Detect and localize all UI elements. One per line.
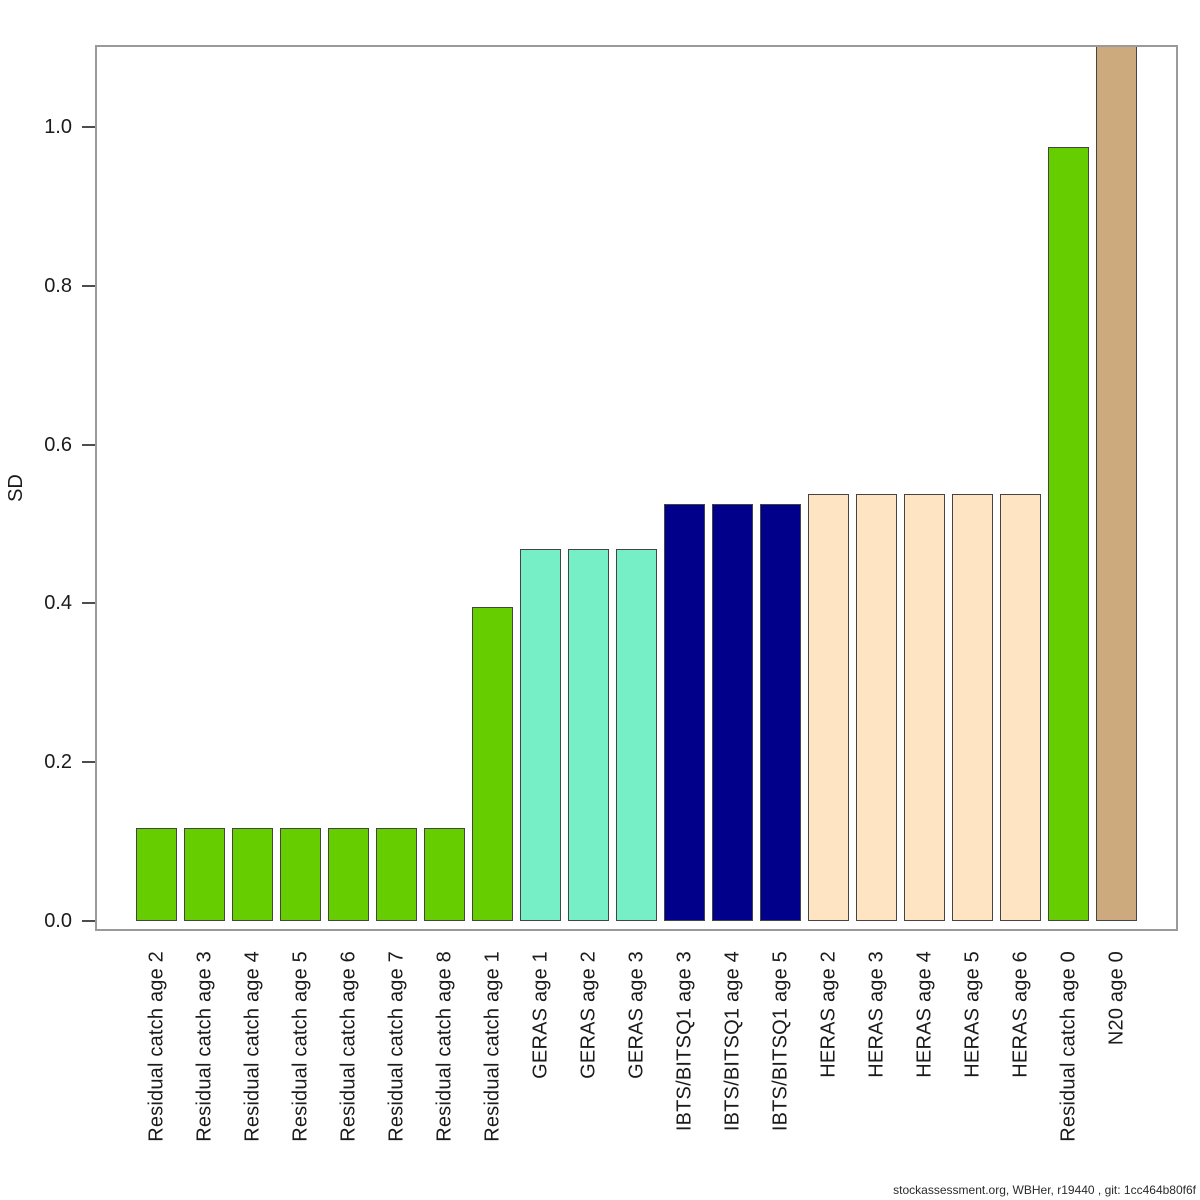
bar-ibts-bitsq1-age-4 [712,504,753,921]
bar-ibts-bitsq1-age-5 [760,504,801,921]
y-tick-label: 0.4 [44,592,72,615]
x-tick-label: HERAS age 6 [1009,951,1031,1078]
y-tick [82,602,95,605]
y-tick-label: 0.6 [44,433,72,456]
x-tick-label: Residual catch age 3 [193,951,215,1142]
x-tick-label: HERAS age 5 [961,951,983,1078]
plot-area [95,45,1178,931]
bar-geras-age-3 [616,549,657,921]
bar-heras-age-2 [808,494,849,921]
bar-residual-catch-age-2 [136,828,177,921]
x-tick-label: IBTS/BITSQ1 age 4 [721,951,743,1132]
x-tick-label: Residual catch age 0 [1057,951,1079,1142]
x-tick-label: HERAS age 3 [865,951,887,1078]
bar-residual-catch-age-7 [376,828,417,921]
y-tick-label: 1.0 [44,116,72,138]
y-axis-title: SD [5,474,27,502]
bar-residual-catch-age-6 [328,828,369,921]
x-tick-label: IBTS/BITSQ1 age 5 [769,951,791,1132]
x-tick-label: Residual catch age 7 [385,951,407,1142]
y-tick-label: 0.8 [44,274,72,297]
bar-residual-catch-age-5 [280,828,321,921]
y-tick-label: 0.2 [44,751,72,774]
x-tick-label: Residual catch age 4 [241,951,263,1142]
bar-residual-catch-age-4 [232,828,273,921]
x-tick-label: Residual catch age 6 [337,951,359,1142]
bar-residual-catch-age-0 [1048,147,1089,921]
bar-heras-age-5 [952,494,993,921]
bar-heras-age-3 [856,494,897,921]
x-tick-label: N20 age 0 [1105,951,1127,1046]
bar-heras-age-6 [1000,494,1041,921]
x-tick-label: HERAS age 4 [913,951,935,1078]
bar-n20-age-0 [1096,47,1137,921]
x-tick-label: Residual catch age 1 [481,951,503,1142]
bar-heras-age-4 [904,494,945,921]
bar-geras-age-1 [520,549,561,921]
bar-ibts-bitsq1-age-3 [664,504,705,921]
y-tick [82,443,95,446]
y-tick [82,126,95,128]
y-tick [82,284,95,287]
x-tick-label: GERAS age 1 [529,951,551,1079]
bar-residual-catch-age-3 [184,828,225,921]
bar-residual-catch-age-1 [472,607,513,921]
x-tick-label: Residual catch age 2 [145,951,167,1142]
x-tick-label: IBTS/BITSQ1 age 3 [673,951,695,1132]
y-tick [82,761,95,764]
x-tick-label: Residual catch age 8 [433,951,455,1142]
x-tick-label: HERAS age 2 [817,951,839,1078]
x-tick-label: GERAS age 3 [625,951,647,1079]
y-tick [82,920,95,922]
y-tick-label: 0.0 [44,910,72,932]
bar-residual-catch-age-8 [424,828,465,921]
x-tick-label: Residual catch age 5 [289,951,311,1142]
x-tick-label: GERAS age 2 [577,951,599,1079]
footer-note: stockassessment.org, WBHer, r19440 , git… [893,1183,1196,1197]
bar-geras-age-2 [568,549,609,921]
